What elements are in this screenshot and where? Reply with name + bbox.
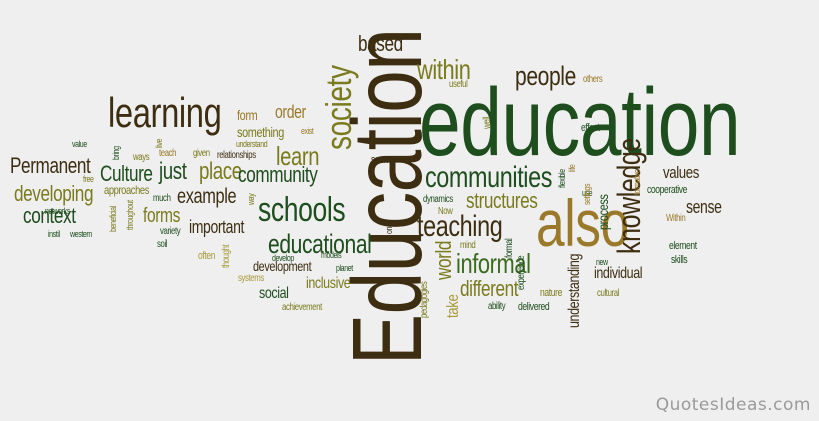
word-educational: educational xyxy=(268,229,372,259)
word-order: order xyxy=(275,102,306,122)
word-social: social xyxy=(259,285,289,302)
word-cooperative: cooperative xyxy=(647,184,688,196)
word-something: something xyxy=(237,124,284,140)
word-skills: skills xyxy=(671,254,688,266)
word-delivered: delivered xyxy=(518,301,550,313)
word-networks: networks xyxy=(45,206,70,216)
word-people: people xyxy=(515,61,576,91)
word-models: models xyxy=(321,250,342,260)
word-experience: experience xyxy=(516,255,527,290)
word-within: within xyxy=(417,54,471,85)
word-now: Now xyxy=(438,206,453,217)
word-throughout: throughout xyxy=(125,200,135,230)
word-cultural: cultural xyxy=(597,288,620,299)
word-live: live xyxy=(154,139,164,148)
word-education: education xyxy=(419,69,741,176)
word-world: world xyxy=(431,240,456,280)
word-planet: planet xyxy=(336,263,353,273)
word-mind: mind xyxy=(460,240,476,251)
word-example: example xyxy=(177,185,237,208)
word-settings: settings xyxy=(582,183,592,205)
word-also: also xyxy=(536,186,629,260)
word-permanent: Permanent xyxy=(10,153,91,178)
word-communities: communities xyxy=(425,161,553,194)
word-much: much xyxy=(153,193,171,204)
word-individual: individual xyxy=(594,265,643,282)
word-values: values xyxy=(663,163,699,182)
word-inclusive: inclusive xyxy=(306,275,351,292)
word-knowledge: knowledge xyxy=(611,138,647,254)
word-value: value xyxy=(72,139,87,149)
word-variety: variety xyxy=(160,226,181,237)
word-western: western xyxy=(70,229,92,239)
word-sense: sense xyxy=(686,197,722,217)
word-life: life xyxy=(567,164,577,172)
word-take: take xyxy=(443,294,462,318)
word-society: society xyxy=(318,65,359,150)
word-achievement: achievement xyxy=(282,302,322,313)
word-teaching: teaching xyxy=(417,210,503,243)
word-developing: developing xyxy=(14,181,94,206)
word-process: process xyxy=(595,194,611,230)
word-forms: forms xyxy=(143,205,181,227)
word-development: development xyxy=(253,258,312,274)
word-structures: structures xyxy=(466,188,538,213)
watermark: QuotesIdeas.com xyxy=(655,395,811,415)
word-relationships: relationships xyxy=(217,150,256,161)
word-formal: formal xyxy=(504,238,515,258)
word-bring: bring xyxy=(111,146,121,160)
word-well: well xyxy=(482,117,493,129)
word-different: different xyxy=(460,276,519,301)
word-approaches: approaches xyxy=(104,183,150,197)
word-exist: exist xyxy=(301,126,314,136)
word-learning: learning xyxy=(108,89,222,136)
word-instil: instil xyxy=(48,229,60,239)
word-important: important xyxy=(189,217,245,237)
word-informal: informal xyxy=(456,248,531,279)
word-free: free xyxy=(83,174,94,184)
word-way: way xyxy=(246,193,256,205)
word-given: given xyxy=(193,148,210,159)
word-thought: thought xyxy=(221,244,232,268)
word-flexible: flexible xyxy=(557,169,567,188)
word-culture: Culture xyxy=(100,161,153,186)
word-new: new xyxy=(596,257,608,267)
word-useful: useful xyxy=(449,79,468,90)
word-ways: ways xyxy=(133,152,150,163)
word-effect: effect xyxy=(581,122,600,134)
word-soil: soil xyxy=(157,239,168,250)
word-others: others xyxy=(583,74,603,85)
word-based: based xyxy=(358,31,403,56)
word-teach: teach xyxy=(159,148,177,159)
word-nature: nature xyxy=(540,287,562,299)
word-beneficial: beneficial xyxy=(108,206,118,232)
word-context: context xyxy=(23,203,76,228)
word-just: just xyxy=(159,158,187,185)
word-pedagogies: pedagogies xyxy=(419,281,430,318)
word-ability: ability xyxy=(488,301,506,312)
word-community: community xyxy=(238,162,318,187)
word-element: element xyxy=(669,240,697,252)
word-schools: schools xyxy=(258,191,346,229)
word-formative: formative xyxy=(632,169,642,195)
word-use: use xyxy=(582,188,593,198)
word-often: often xyxy=(198,250,216,262)
word-within-small: Within xyxy=(666,213,686,224)
word-develop: develop xyxy=(272,253,294,263)
word-dynamics: dynamics xyxy=(423,194,453,205)
word-understanding: understanding xyxy=(566,253,583,328)
word-form: form xyxy=(237,107,258,123)
word-seen: seen xyxy=(371,154,389,166)
word-systems: systems xyxy=(238,273,264,284)
word-one: one xyxy=(384,223,394,234)
word-place: place xyxy=(199,158,242,185)
word-understand: understand xyxy=(236,139,268,149)
word-learn: learn xyxy=(276,141,320,171)
